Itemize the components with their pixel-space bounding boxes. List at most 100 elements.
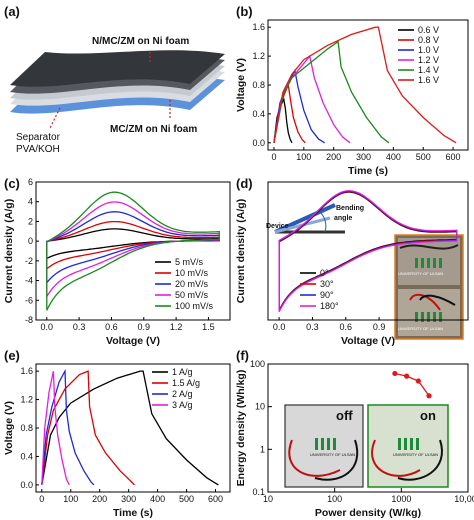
legend-entry-c-2: 20 mV/s: [175, 279, 209, 289]
x-tick-label-b: 0: [271, 152, 276, 162]
bending-label-2: angle: [334, 215, 352, 222]
bending-label-1: Bending: [336, 205, 364, 212]
panel-label-e: (e): [4, 348, 20, 363]
y-tick-label-f: 100: [250, 359, 265, 369]
x-tick-label-b: 300: [356, 152, 371, 162]
x-tick-label-d: 0.9: [373, 322, 386, 332]
on-label: on: [420, 408, 436, 423]
legend-entry-b-4: 1.4 V: [418, 65, 439, 75]
series-line-b-4: [273, 40, 390, 144]
series-line-e-1: [41, 370, 135, 486]
device-schematic: [10, 50, 225, 129]
series-line-e-0: [41, 370, 219, 486]
plot-frame-c: [35, 181, 231, 321]
x-tick-label-f: 10,000: [454, 494, 474, 504]
y-axis-label-d: Current density (A/g): [235, 199, 247, 303]
x-tick-label-d: 0.0: [273, 322, 286, 332]
y-tick-label-e: 1.2: [20, 395, 33, 405]
x-tick-label-b: 400: [386, 152, 401, 162]
x-tick-label-e: 400: [150, 494, 165, 504]
panel-label-c: (c): [4, 176, 20, 191]
x-tick-label-f: 100: [327, 494, 342, 504]
off-label: off: [336, 408, 353, 423]
y-axis-label-e: Voltage (V): [3, 401, 15, 455]
y-tick-label-f: 1: [260, 444, 265, 454]
x-tick-label-e: 0: [39, 494, 44, 504]
x-axis-label-e: Time (s): [113, 507, 153, 519]
y-tick-label-b: 0.8: [252, 80, 265, 90]
x-tick-label-f: 1000: [391, 494, 411, 504]
x-tick-label-c: 1.5: [202, 322, 215, 332]
led-photos: [284, 404, 449, 488]
series-line-e-3: [41, 370, 70, 486]
legend-entry-d-3: 180°: [320, 301, 339, 311]
y-tick-label-b: 1.6: [252, 22, 265, 32]
top-electrode-label: N/MC/ZM on Ni foam: [92, 36, 189, 47]
y-tick-label-c: 4: [28, 197, 33, 207]
brand-text-f-1: UNIVERSITY OF ULSAN: [310, 452, 355, 457]
x-tick-label-d: 0.6: [340, 322, 353, 332]
legend-entry-b-3: 1.2 V: [418, 55, 439, 65]
x-tick-label-f: 10: [263, 494, 273, 504]
y-tick-label-c: 6: [28, 177, 33, 187]
x-tick-label-b: 600: [446, 152, 461, 162]
x-tick-label-e: 100: [63, 494, 78, 504]
brand-text-d-2: UNIVERSITY OF ULSAN: [398, 326, 443, 331]
y-tick-label-c: 0: [28, 236, 33, 246]
x-tick-label-c: 0.6: [105, 322, 118, 332]
x-tick-label-c: 0.3: [73, 322, 86, 332]
x-tick-label-b: 200: [326, 152, 341, 162]
legend-entry-b-1: 0.8 V: [418, 35, 439, 45]
y-axis-label-c: Current density (A/g): [3, 199, 15, 303]
plot-frame-f: [267, 363, 469, 493]
bottom-electrode-label: MC/ZM on Ni foam: [110, 124, 197, 135]
x-tick-label-d: 0.3: [306, 322, 319, 332]
x-tick-label-e: 600: [208, 494, 223, 504]
y-tick-label-e: 0.8: [20, 423, 33, 433]
legend-entry-d-2: 90°: [320, 290, 334, 300]
y-tick-label-b: 0.0: [252, 138, 265, 148]
x-tick-label-e: 300: [121, 494, 136, 504]
x-tick-label-b: 500: [416, 152, 431, 162]
legend-entry-b-2: 1.0 V: [418, 45, 439, 55]
legend-entry-c-1: 10 mV/s: [175, 268, 209, 278]
legend-entry-c-4: 100 mV/s: [175, 301, 214, 311]
legend-entry-b-5: 1.6 V: [418, 75, 439, 85]
y-tick-label-e: 0.4: [20, 451, 33, 461]
ragone-point-1: [404, 373, 410, 379]
legend-entry-d-1: 30°: [320, 279, 334, 289]
bending-photos: [394, 234, 464, 340]
y-tick-label-c: -6: [25, 295, 33, 305]
y-tick-label-f: 10: [255, 402, 265, 412]
legend-entry-e-2: 2 A/g: [172, 389, 193, 399]
x-tick-label-c: 0.9: [138, 322, 151, 332]
cv-curve-c-4: [46, 191, 220, 311]
legend-entry-e-3: 3 A/g: [172, 400, 193, 410]
x-axis-label-c: Voltage (V): [106, 335, 160, 347]
x-axis-label-b: Time (s): [348, 165, 388, 177]
ragone-line: [394, 372, 430, 397]
panel-label-f: (f): [236, 348, 249, 363]
y-tick-label-e: 1.6: [20, 366, 33, 376]
y-tick-label-f: 0.1: [252, 487, 265, 497]
ragone-point-2: [415, 378, 421, 384]
y-tick-label-b: 1.2: [252, 51, 265, 61]
y-tick-label-c: -8: [25, 315, 33, 325]
brand-text-f-2: UNIVERSITY OF ULSAN: [393, 452, 438, 457]
y-axis-label-b: Voltage (V): [235, 58, 247, 112]
electrolyte-label: PVA/KOH: [16, 144, 60, 155]
legend-entry-b-0: 0.6 V: [418, 25, 439, 35]
x-axis-label-f: Power density (W/kg): [315, 507, 421, 519]
plot-frame-d: [267, 181, 469, 321]
legend-entry-e-0: 1 A/g: [172, 367, 193, 377]
series-line-e-2: [41, 368, 95, 486]
panel-label-b: (b): [236, 4, 253, 19]
legend-entry-e-1: 1.5 A/g: [172, 378, 200, 388]
panel-label-d: (d): [236, 176, 253, 191]
ragone-point-0: [392, 370, 398, 377]
x-tick-label-e: 200: [92, 494, 107, 504]
separator-label: Separator: [16, 132, 61, 143]
x-tick-label-b: 100: [296, 152, 311, 162]
